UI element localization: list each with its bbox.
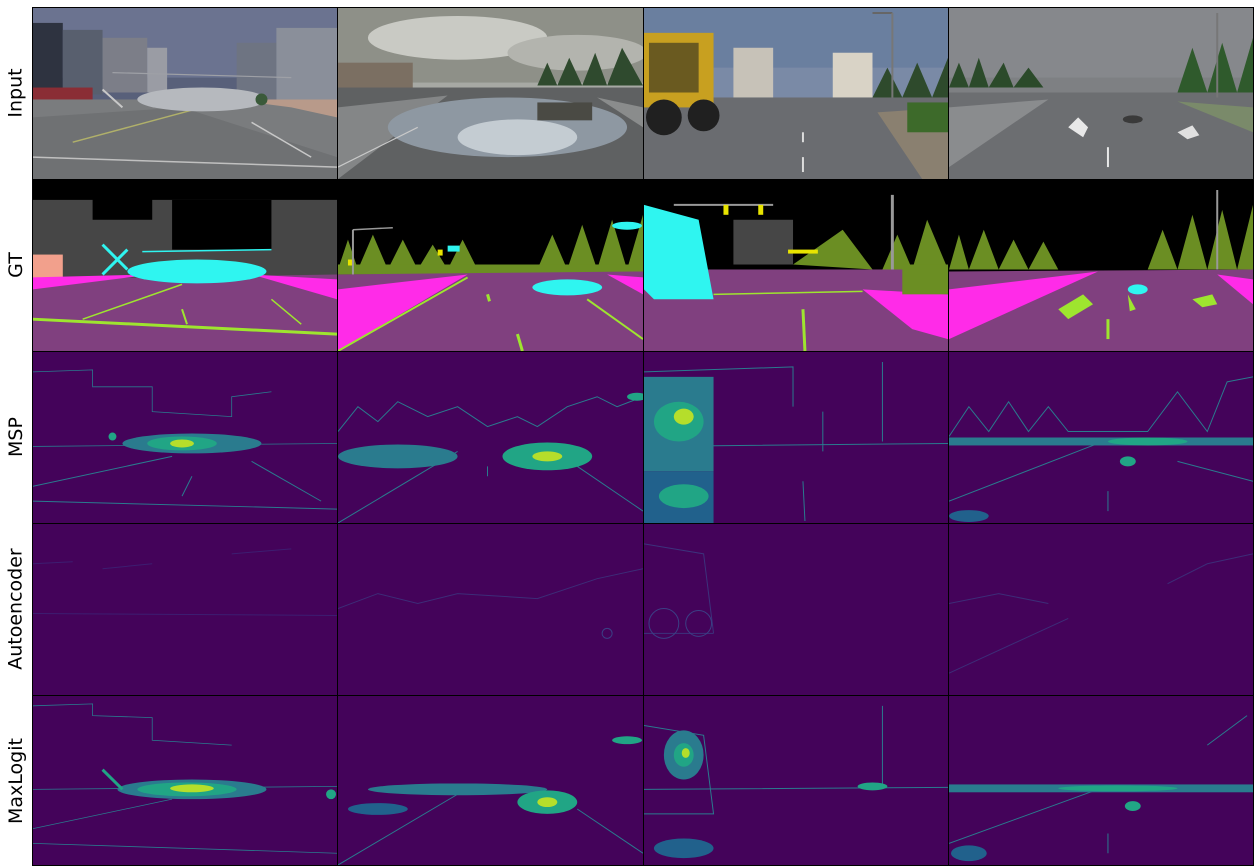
gt-mask-cat: [948, 179, 1254, 352]
row-label-autoencoder: Autoencoder: [5, 548, 28, 670]
maxlogit-heatmap-cat: [948, 695, 1254, 866]
msp-heatmap-helicopter: [32, 351, 338, 524]
row-label-msp: MSP: [5, 417, 28, 457]
msp-heatmap-flooded-road: [337, 351, 644, 524]
input-image-loader: [643, 7, 949, 180]
autoencoder-heatmap-flooded-road: [337, 523, 644, 696]
input-image-helicopter: [32, 7, 338, 180]
autoencoder-heatmap-helicopter: [32, 523, 338, 696]
autoencoder-heatmap-loader: [643, 523, 949, 696]
msp-heatmap-cat: [948, 351, 1254, 524]
maxlogit-heatmap-helicopter: [32, 695, 338, 866]
image-grid: [32, 7, 1254, 866]
input-image-cat: [948, 7, 1254, 180]
row-label-gt: GT: [5, 252, 27, 278]
row-label-input: Input: [5, 68, 28, 118]
autoencoder-heatmap-cat: [948, 523, 1254, 696]
row-label-maxlogit: MaxLogit: [5, 738, 28, 824]
gt-mask-helicopter: [32, 179, 338, 352]
gt-mask-loader: [643, 179, 949, 352]
maxlogit-heatmap-flooded-road: [337, 695, 644, 866]
gt-mask-flooded-road: [337, 179, 644, 352]
maxlogit-heatmap-loader: [643, 695, 949, 866]
msp-heatmap-loader: [643, 351, 949, 524]
input-image-flooded-road: [337, 7, 644, 180]
